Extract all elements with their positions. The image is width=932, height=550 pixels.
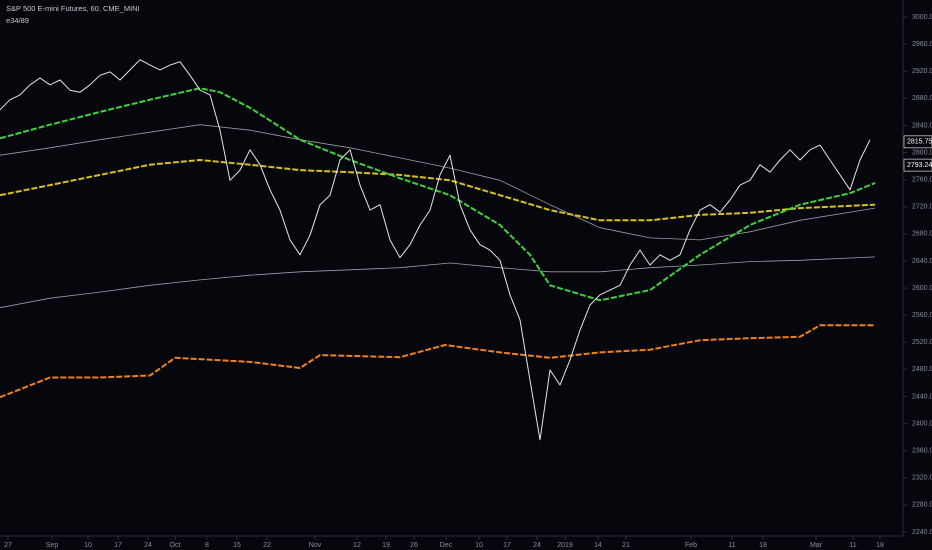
x-tick-label: 17 <box>503 542 511 549</box>
series-line <box>0 159 876 222</box>
x-tick-label: 8 <box>205 542 209 549</box>
y-tick-label: 2520.00 <box>912 339 932 346</box>
y-tick-label: 2880.00 <box>912 95 932 102</box>
x-tick-label: 10 <box>475 542 483 549</box>
y-tick-label: 2480.00 <box>912 366 932 373</box>
x-tick-label: 27 <box>4 542 12 549</box>
y-tick-label: 2760.00 <box>912 176 932 183</box>
x-tick-label: 21 <box>622 542 630 549</box>
series-line <box>0 324 875 399</box>
y-tick-label: 2560.00 <box>912 312 932 319</box>
x-tick-label: Feb <box>685 542 697 549</box>
y-tick-label: 2960.00 <box>912 41 932 48</box>
y-tick-label: 2360.00 <box>912 448 932 455</box>
price-label-box <box>903 158 932 172</box>
x-tick-label: 10 <box>84 542 92 549</box>
y-tick-label: 2920.00 <box>912 68 932 75</box>
x-tick-label: 11 <box>849 542 856 549</box>
x-tick-label: Oct <box>170 542 181 549</box>
x-tick-label: 12 <box>353 542 361 549</box>
x-tick-label: 19 <box>382 542 390 549</box>
x-tick-label: 14 <box>594 542 602 549</box>
x-tick-label: Dec <box>440 542 453 549</box>
y-tick-label: 2840.00 <box>912 122 932 129</box>
y-tick-label: 2280.00 <box>912 502 932 509</box>
x-tick-label: 24 <box>144 542 152 549</box>
price-label-box <box>903 135 932 149</box>
y-tick-label: 3000.00 <box>912 14 932 21</box>
y-tick-label: 2400.00 <box>912 420 932 427</box>
y-tick-label: 2320.00 <box>912 475 932 482</box>
x-tick-label: 18 <box>759 542 767 549</box>
x-tick-label: 22 <box>263 542 271 549</box>
x-tick-label: 24 <box>533 542 541 549</box>
x-tick-label: 11 <box>728 542 735 549</box>
series-line <box>0 87 876 302</box>
x-tick-label: 18 <box>876 542 884 549</box>
x-tick-label: Nov <box>309 542 322 549</box>
series-line <box>0 124 876 241</box>
x-tick-label: 2019 <box>557 542 573 549</box>
price-label: 2793.24 <box>907 162 932 169</box>
y-tick-label: 2240.00 <box>912 529 932 536</box>
y-tick-label: 2720.00 <box>912 204 932 211</box>
x-tick-label: 26 <box>410 542 418 549</box>
y-tick-label: 2800.00 <box>912 149 932 156</box>
y-tick-label: 2600.00 <box>912 285 932 292</box>
x-tick-label: Mar <box>810 542 823 549</box>
series-line <box>0 59 871 441</box>
x-tick-label: Sep <box>46 542 59 549</box>
indicator-label: e34/89 <box>6 16 29 25</box>
y-tick-label: 2640.00 <box>912 258 932 265</box>
y-tick-label: 2680.00 <box>912 231 932 238</box>
series-line <box>0 256 876 309</box>
x-tick-label: 17 <box>114 542 122 549</box>
x-tick-label: 15 <box>233 542 241 549</box>
chart-title: S&P 500 E-mini Futures, 60, CME_MINI <box>6 4 140 13</box>
price-label: 2815.75 <box>907 139 932 146</box>
y-tick-label: 2440.00 <box>912 393 932 400</box>
